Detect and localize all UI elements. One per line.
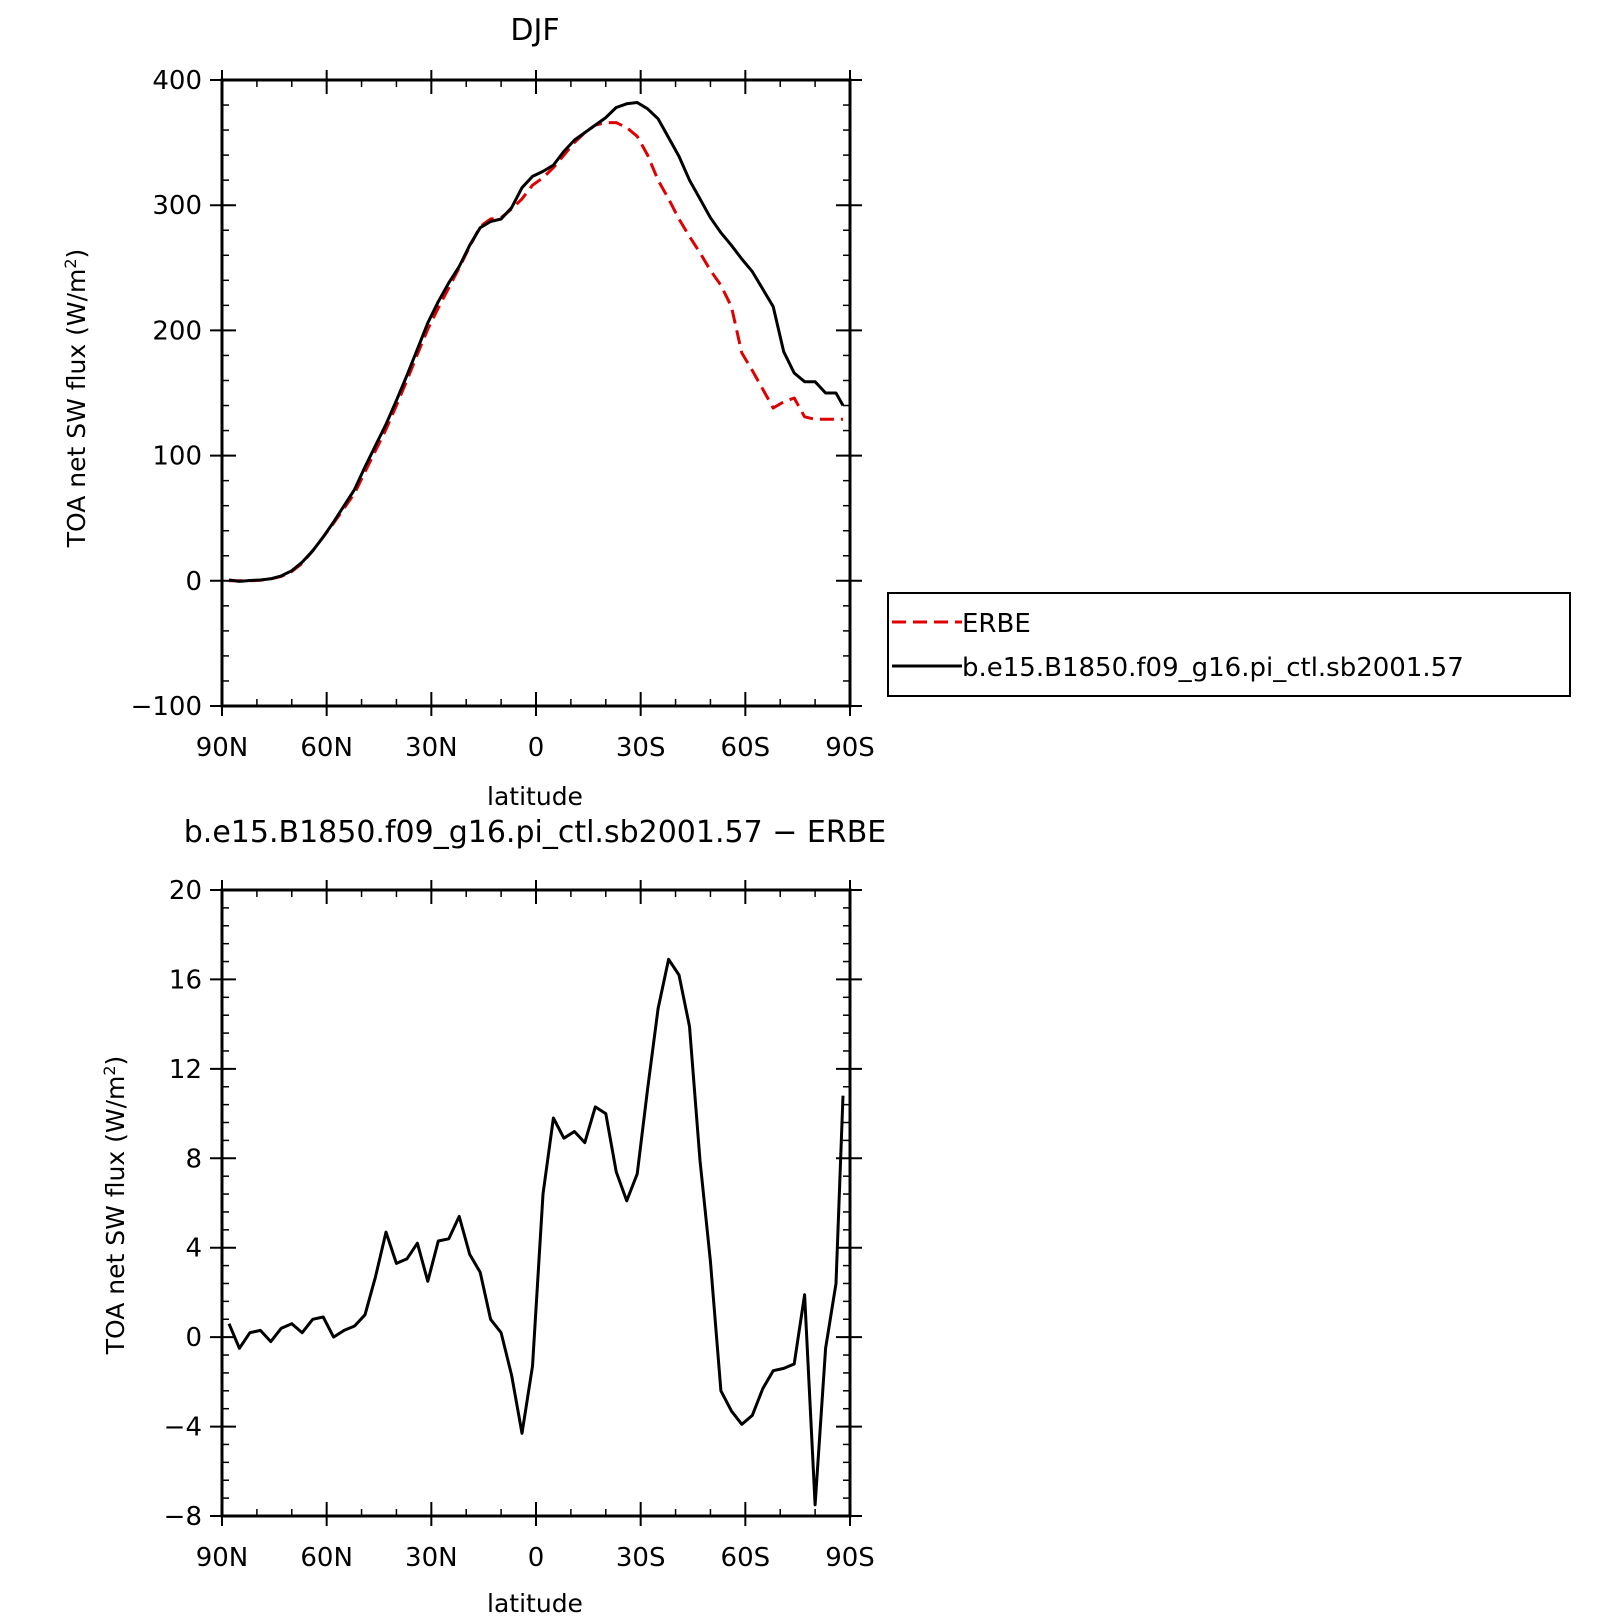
bottom-series-line-difference	[227, 957, 845, 1507]
bottom-x-tick-label: 30S	[616, 1543, 666, 1573]
top-x-tick-label: 0	[528, 733, 545, 763]
bottom-y-tick-label: 20	[169, 876, 202, 906]
top-panel: DJF latitude TOA net SW flux (W/m2) 90N 6…	[61, 13, 875, 811]
top-x-tick-label: 30S	[616, 733, 666, 763]
top-x-tick-label: 60N	[300, 733, 353, 763]
bottom-y-tick-label: 12	[169, 1055, 202, 1085]
bottom-y-tick-label: −4	[164, 1413, 202, 1443]
bottom-y-tick-label: 0	[185, 1323, 202, 1353]
top-series-line-model	[228, 101, 845, 583]
bottom-x-tick-label: 60N	[300, 1543, 353, 1573]
top-x-tick-label: 90S	[825, 733, 875, 763]
top-y-tick-label: 400	[152, 66, 202, 96]
bottom-chart-title: b.e15.B1850.f09_g16.pi_ctl.sb2001.57 − E…	[184, 815, 886, 850]
bottom-y-axis-label: TOA net SW flux (W/m2)	[100, 1056, 130, 1356]
bottom-x-tick-label: 90N	[196, 1543, 249, 1573]
bottom-y-tick-label: −8	[164, 1502, 202, 1532]
top-y-tick-label: −100	[131, 692, 202, 722]
bottom-plot-frame	[220, 888, 852, 1518]
top-chart-title: DJF	[510, 13, 559, 48]
legend-label-erbe: ERBE	[962, 609, 1031, 639]
top-y-tick-label: 200	[152, 316, 202, 346]
top-y-axis-label: TOA net SW flux (W/m2)	[61, 249, 91, 549]
legend-box	[887, 592, 1571, 697]
top-y-tick-label: 100	[152, 442, 202, 472]
top-x-tick-label: 30N	[405, 733, 458, 763]
top-x-tick-label: 60S	[721, 733, 771, 763]
top-x-axis-label: latitude	[487, 782, 583, 811]
top-y-tick-label: 300	[152, 191, 202, 221]
bottom-x-axis-label: latitude	[487, 1589, 583, 1618]
bottom-x-tick-label: 30N	[405, 1543, 458, 1573]
bottom-x-tick-label: 0	[528, 1543, 545, 1573]
bottom-x-tick-label: 90S	[825, 1543, 875, 1573]
legend-label-model: b.e15.B1850.f09_g16.pi_ctl.sb2001.57	[962, 653, 1464, 683]
bottom-y-tick-label: 8	[185, 1144, 202, 1174]
bottom-y-tick-label: 16	[169, 965, 202, 995]
legend: ERBE b.e15.B1850.f09_g16.pi_ctl.sb2001.5…	[887, 592, 1571, 697]
top-y-tick-label: 0	[185, 567, 202, 597]
top-series-line-erbe	[229, 121, 843, 583]
top-x-tick-label: 90N	[196, 733, 249, 763]
bottom-y-tick-label: 4	[185, 1234, 202, 1264]
bottom-panel: b.e15.B1850.f09_g16.pi_ctl.sb2001.57 − E…	[100, 815, 886, 1618]
bottom-x-tick-label: 60S	[721, 1543, 771, 1573]
